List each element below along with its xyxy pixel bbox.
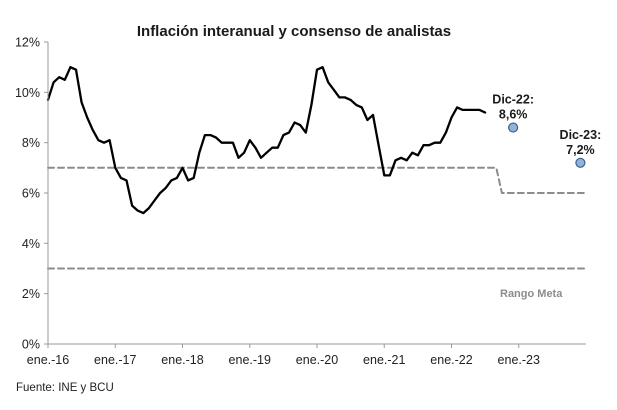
annotation-value: 7,2% <box>566 143 595 157</box>
x-axis-ticks: ene.-16 ene.-17 ene.-18 ene.-19 ene.-20 ene.-… <box>27 344 540 367</box>
chart-title: Inflación interanual y consenso de anali… <box>137 23 451 40</box>
source-note: Fuente: INE y BCU <box>16 382 114 394</box>
y-tick-label: 4% <box>22 237 40 251</box>
x-tick-label: ene.-18 <box>161 353 203 367</box>
x-tick-label: ene.-17 <box>94 353 136 367</box>
analyst-consensus: Dic-22:8,6% Dic-23:7,2% <box>492 93 601 168</box>
x-tick-label: ene.-21 <box>363 353 405 367</box>
target-range <box>47 166 587 270</box>
x-tick-label: ene.-23 <box>498 353 540 367</box>
annotation-label: Dic-22: <box>492 93 534 107</box>
y-tick-label: 8% <box>22 136 40 150</box>
y-axis-ticks: 0% 2% 4% 6% 8% 10% 12% <box>15 36 48 352</box>
x-tick-label: ene.-16 <box>27 353 69 367</box>
x-tick-label: ene.-22 <box>430 353 472 367</box>
y-tick-label: 12% <box>15 36 40 50</box>
consensus-point <box>508 122 519 133</box>
annotation-value: 8,6% <box>499 108 528 122</box>
y-tick-label: 6% <box>22 187 40 201</box>
x-tick-label: ene.-20 <box>296 353 338 367</box>
inflation-line <box>46 66 487 215</box>
band-label: Rango Meta <box>500 288 563 300</box>
annotation-label: Dic-23: <box>560 128 602 142</box>
target-range-line <box>47 166 587 194</box>
y-tick-label: 0% <box>22 338 40 352</box>
y-tick-label: 2% <box>22 287 40 301</box>
y-tick-label: 10% <box>15 86 40 100</box>
consensus-point <box>575 157 586 168</box>
x-tick-label: ene.-19 <box>229 353 271 367</box>
inflation-series <box>46 66 487 215</box>
